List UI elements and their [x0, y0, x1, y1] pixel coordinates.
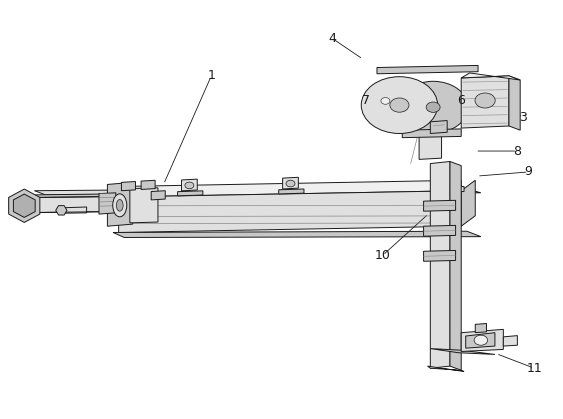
Circle shape	[474, 335, 488, 345]
Circle shape	[475, 93, 495, 108]
Polygon shape	[61, 207, 87, 213]
Polygon shape	[119, 191, 461, 233]
Polygon shape	[151, 191, 166, 200]
Polygon shape	[450, 161, 461, 370]
Polygon shape	[108, 182, 133, 226]
Polygon shape	[141, 180, 155, 189]
Polygon shape	[461, 180, 475, 226]
Circle shape	[381, 98, 390, 104]
Ellipse shape	[390, 98, 409, 112]
Polygon shape	[377, 65, 478, 74]
Polygon shape	[279, 189, 304, 194]
Ellipse shape	[117, 199, 123, 211]
Polygon shape	[9, 197, 113, 213]
Polygon shape	[503, 336, 517, 346]
Polygon shape	[283, 177, 298, 189]
Text: 9: 9	[525, 166, 533, 178]
Text: 4: 4	[328, 32, 336, 45]
Text: 11: 11	[526, 362, 542, 375]
Polygon shape	[423, 225, 455, 236]
Polygon shape	[423, 251, 455, 261]
Polygon shape	[99, 193, 116, 214]
Text: 10: 10	[374, 249, 391, 262]
Circle shape	[185, 182, 194, 189]
Polygon shape	[34, 189, 461, 210]
Text: 3: 3	[519, 111, 527, 124]
Polygon shape	[34, 187, 481, 195]
Polygon shape	[430, 349, 495, 354]
Ellipse shape	[426, 102, 440, 112]
Polygon shape	[461, 73, 520, 80]
Polygon shape	[181, 179, 197, 191]
Polygon shape	[461, 76, 509, 128]
Polygon shape	[419, 134, 441, 159]
Polygon shape	[119, 180, 461, 197]
Polygon shape	[8, 189, 40, 222]
Polygon shape	[475, 323, 486, 333]
Polygon shape	[430, 161, 450, 368]
Polygon shape	[177, 191, 203, 196]
Polygon shape	[466, 333, 495, 348]
Polygon shape	[122, 181, 136, 191]
Polygon shape	[509, 76, 520, 130]
Text: 1: 1	[207, 70, 215, 83]
Polygon shape	[433, 186, 464, 191]
Text: 7: 7	[362, 94, 370, 107]
Ellipse shape	[113, 194, 127, 217]
Polygon shape	[113, 231, 481, 238]
Ellipse shape	[361, 77, 437, 134]
Text: 8: 8	[513, 145, 521, 158]
Text: 6: 6	[457, 94, 465, 107]
Circle shape	[286, 180, 295, 187]
Polygon shape	[430, 121, 447, 134]
Polygon shape	[427, 366, 464, 372]
Polygon shape	[14, 194, 35, 217]
Ellipse shape	[398, 81, 468, 133]
Polygon shape	[402, 129, 461, 138]
Polygon shape	[56, 206, 67, 215]
Polygon shape	[461, 329, 503, 352]
Polygon shape	[130, 188, 158, 223]
Polygon shape	[423, 200, 455, 211]
